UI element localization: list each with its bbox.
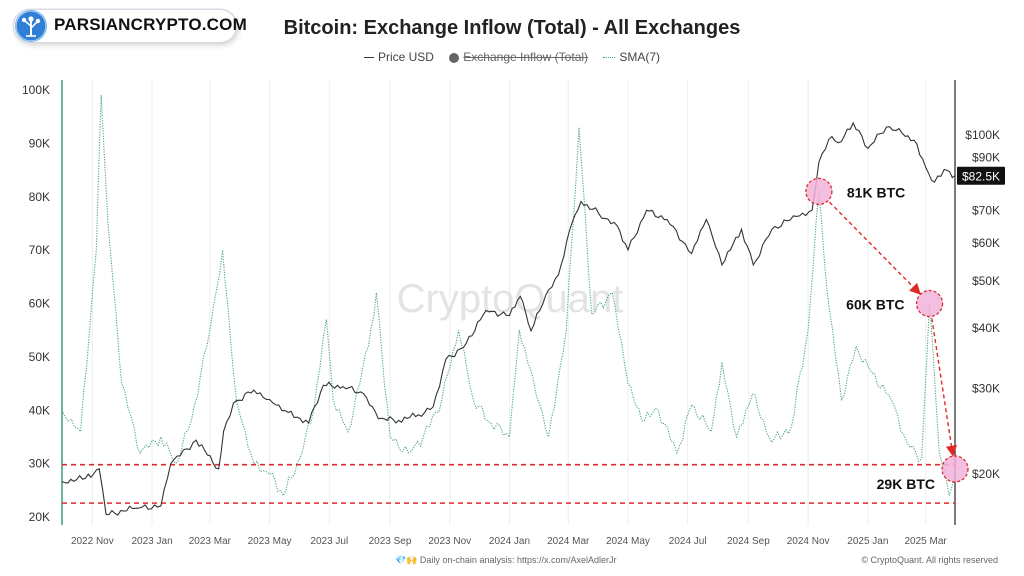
- y-right-tick-label: $60K: [972, 236, 1000, 250]
- y-right-tick-label: $50K: [972, 274, 1000, 288]
- y-right-tick-label: $90K: [972, 150, 1000, 164]
- x-tick-label: 2023 Sep: [369, 536, 412, 547]
- footer-analysis-link[interactable]: 💎🙌 Daily on-chain analysis: https://x.co…: [395, 555, 617, 565]
- y-left-tick-label: 30K: [29, 457, 50, 471]
- chart-title: Bitcoin: Exchange Inflow (Total) - All E…: [283, 17, 741, 39]
- legend-label-exchange-inflow: Exchange Inflow (Total): [463, 50, 589, 64]
- logo-badge: PARSIANCRYPTO.COM: [14, 10, 247, 42]
- highlight-circle: [805, 177, 833, 206]
- legend-item-price[interactable]: Price USD: [363, 50, 434, 64]
- x-tick-label: 2023 Mar: [189, 536, 232, 547]
- legend-label-sma: SMA(7): [619, 50, 661, 64]
- x-tick-label: 2023 Jul: [310, 536, 348, 547]
- annotation-label: 29K BTC: [877, 476, 935, 492]
- line-swatch-icon: [363, 57, 374, 59]
- y-right-tick-label: $100K: [965, 128, 1000, 142]
- annotation-arrow: [931, 318, 957, 457]
- dot-swatch-icon: [449, 52, 460, 63]
- price-usd-line: [61, 121, 956, 516]
- y-left-tick-label: 40K: [29, 403, 50, 417]
- x-tick-label: 2022 Nov: [71, 536, 114, 547]
- x-tick-label: 2025 Mar: [905, 536, 948, 547]
- annotation-label: 81K BTC: [847, 184, 905, 200]
- x-tick-label: 2023 Jan: [132, 536, 173, 547]
- y-right-tick-label: $30K: [972, 382, 1000, 396]
- footer-copyright: © CryptoQuant. All rights reserved: [861, 555, 998, 565]
- logo-text[interactable]: PARSIANCRYPTO.COM: [54, 15, 247, 34]
- y-left-tick-label: 90K: [29, 136, 50, 150]
- x-tick-label: 2023 May: [248, 536, 292, 547]
- y-right-tick-label: $70K: [972, 203, 1000, 217]
- legend-item-exchange-inflow[interactable]: Exchange Inflow (Total): [449, 50, 588, 64]
- x-tick-label: 2024 Sep: [727, 536, 770, 547]
- y-left-tick-label: 70K: [29, 243, 50, 257]
- y-right-tick-label: $40K: [972, 321, 1000, 335]
- highlight-circle: [941, 455, 969, 483]
- legend-label-price: Price USD: [377, 50, 434, 64]
- y-left-tick-label: 80K: [29, 190, 50, 204]
- annotation-arrow: [828, 201, 921, 295]
- y-left-tick-label: 20K: [29, 510, 50, 524]
- x-tick-label: 2024 Nov: [787, 536, 830, 547]
- annotation-label: 60K BTC: [846, 297, 904, 313]
- x-tick-label: 2024 Jan: [489, 536, 530, 547]
- x-tick-label: 2024 Jul: [669, 536, 707, 547]
- y-left-tick-label: 60K: [29, 297, 50, 311]
- chart-legend: Price USD Exchange Inflow (Total) SMA(7): [0, 50, 1024, 64]
- dotted-swatch-icon: [603, 57, 616, 59]
- y-left-tick-label: 100K: [22, 83, 50, 97]
- tree-logo-icon: [15, 10, 47, 42]
- sma7-line: [61, 95, 956, 497]
- highlight-circle: [915, 289, 944, 318]
- x-tick-label: 2023 Nov: [428, 536, 471, 547]
- x-tick-label: 2024 Mar: [547, 536, 590, 547]
- last-price-badge: [957, 166, 1005, 185]
- y-left-tick-label: 50K: [29, 350, 50, 364]
- x-tick-label: 2025 Jan: [847, 536, 888, 547]
- last-price-badge-label: $82.5K: [962, 170, 1000, 184]
- legend-item-sma[interactable]: SMA(7): [603, 50, 660, 64]
- x-tick-label: 2024 May: [606, 536, 650, 547]
- y-right-tick-label: $20K: [972, 467, 1000, 481]
